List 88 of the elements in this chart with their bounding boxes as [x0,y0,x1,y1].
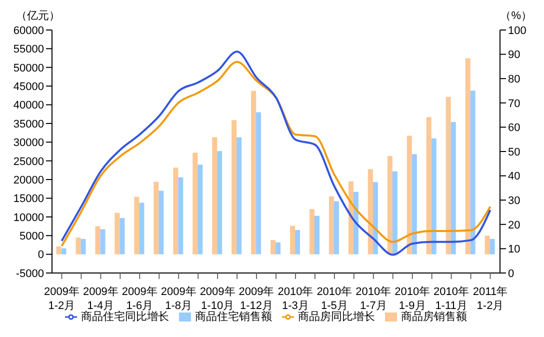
bar [450,122,456,254]
y2-tick-label: 50 [508,146,520,158]
bar [290,226,296,254]
bar [120,218,125,254]
x-tick-label: 2009年 1-8月 [160,286,196,312]
bar [406,136,412,254]
bar [154,182,159,254]
bar [484,236,490,254]
y2-axis-title: （%） [500,9,532,23]
bar [158,190,164,254]
bar [270,240,276,254]
x-tick-label: 2010年 1-3月 [278,286,314,312]
bar [348,181,354,254]
y-tick-label: 40000 [13,100,44,112]
bar [192,152,198,254]
bar [276,242,281,254]
bar [256,112,262,254]
y2-tick-label: 30 [508,195,520,208]
bar [465,58,470,254]
bar [295,230,300,254]
bar [446,96,451,254]
bar [392,171,398,254]
bar [328,196,334,254]
y2-tick-label: 80 [508,74,520,86]
bar [178,177,184,254]
legend-label: 商品房同比增长 [298,311,375,323]
y2-tick-label: 10 [508,244,520,256]
bar [80,238,86,254]
legend-label: 商品房销售额 [401,311,467,323]
bar [310,209,315,254]
bar [470,90,476,254]
x-tick-label: 2010年 1-11月 [434,286,470,312]
x-tick-label: 2009年 1-6月 [122,286,158,312]
bar [251,90,256,254]
bar [100,229,106,254]
bar [232,120,237,254]
bar [56,246,62,254]
x-tick-label: 2010年 1-5月 [316,286,352,312]
y2-tick-label: 60 [508,122,520,134]
y2-tick-label: 90 [508,49,520,62]
bar [139,202,144,254]
y2-tick-label: 0 [508,268,514,280]
x-tick-label: 2011年 1-2月 [472,286,508,312]
bar [217,151,222,254]
bar [490,238,495,254]
y-tick-label: 15000 [13,193,44,206]
bar [61,248,66,254]
bar [426,117,432,254]
y-tick-label: 60000 [13,24,44,37]
bar [134,196,140,254]
bar [431,138,436,254]
y-tick-label: 10000 [13,212,44,224]
bar [412,154,417,254]
y-tick-label: 0 [38,249,44,262]
legend-label: 商品住宅同比增长 [81,311,169,323]
y-tick-label: 35000 [13,118,44,130]
y-axis-title: （亿元） [16,9,60,23]
legend-label: 商品住宅销售额 [195,311,272,323]
y-tick-label: -5000 [16,268,44,280]
y-tick-label: 25000 [13,156,44,168]
bar [236,137,242,254]
bar [368,169,373,254]
bar [173,168,178,254]
y2-tick-label: 100 [508,24,526,37]
x-tick-label: 2010年 1-9月 [394,286,430,312]
bar [76,237,81,254]
bar [198,164,203,254]
bar [387,156,392,254]
bar [334,201,339,254]
x-tick-label: 2010年 1-7月 [356,286,392,312]
bar [212,137,218,254]
bar [314,216,320,254]
x-tick-label: 2009年 1-10月 [200,286,236,312]
y-tick-label: 50000 [13,62,44,74]
y-tick-label: 55000 [13,44,44,56]
bar [95,226,100,254]
bar [114,212,120,254]
x-tick-label: 2009年 1-2月 [44,286,80,312]
y-tick-label: 30000 [13,137,44,150]
x-tick-label: 2009年 1-12月 [238,286,274,312]
bar [372,182,378,254]
y2-tick-label: 40 [508,170,520,183]
x-tick-label: 2009年 1-4月 [82,286,118,312]
y-tick-label: 45000 [13,80,44,93]
y2-tick-label: 20 [508,219,520,232]
y-tick-label: 20000 [13,174,44,186]
y-tick-label: 5000 [20,230,44,243]
y2-tick-label: 70 [508,98,520,110]
